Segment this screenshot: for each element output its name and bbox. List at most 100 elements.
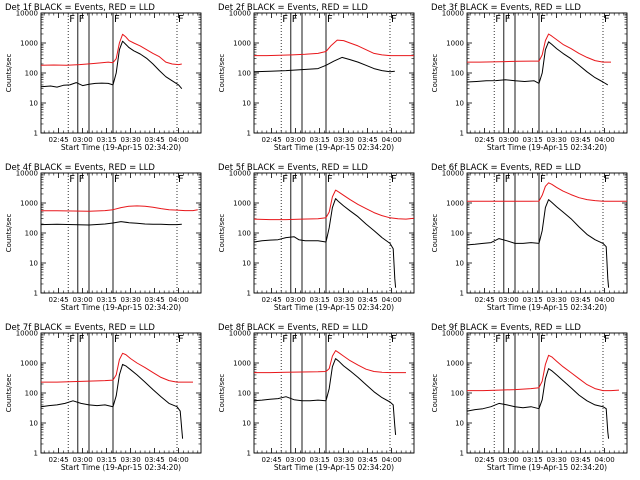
y-axis-label: Counts/sec [431,374,439,413]
marker-label: F [178,14,184,25]
x-axis-label: Start Time (19-Apr-15 02:34:20) [274,143,394,152]
marker-label: F [114,14,120,25]
chart-title: Det 4f BLACK = Events, RED = LLD [5,163,155,173]
x-tick-label: 03:30 [334,456,354,464]
x-tick-label: 03:00 [73,456,93,464]
x-tick-label: 02:45 [475,136,495,144]
series-line-lld [254,39,414,57]
x-tick-label: 03:45 [358,456,378,464]
x-tick-label: 02:45 [262,296,282,304]
chart-panel-5: Det 5f BLACK = Events, RED = LLD 1 10 100 10… [218,163,415,312]
marker-label: F [79,334,85,345]
marker-label: F [604,334,610,345]
y-tick-label: 1 [460,290,464,298]
y-tick-label: 1 [34,130,38,138]
x-tick-label: 03:00 [286,456,306,464]
x-tick-label: 04:00 [382,136,402,144]
marker-label: F [604,14,610,25]
x-tick-label: 03:30 [121,456,141,464]
marker-label: F [327,14,333,25]
x-axis-label: Start Time (19-Apr-15 02:34:20) [61,143,181,152]
y-tick-label: 10000 [16,170,38,178]
y-tick-label: 10 [29,100,38,108]
chart-panel-6: Det 6f BLACK = Events, RED = LLD 1 10 100 10… [431,163,628,312]
y-axis-label: Counts/sec [431,54,439,93]
marker-label: F [69,174,75,185]
y-tick-label: 1 [247,130,251,138]
series-line-events [40,40,183,90]
y-tick-label: 1000 [20,360,38,368]
y-tick-label: 1 [247,290,251,298]
y-tick-label: 1 [460,450,464,458]
y-tick-label: 1 [247,450,251,458]
marker-label: F [292,14,298,25]
y-tick-label: 10 [455,100,464,108]
x-tick-label: 03:30 [121,136,141,144]
x-tick-label: 03:15 [523,296,543,304]
y-tick-label: 1000 [20,200,38,208]
marker-label: F [292,174,298,185]
x-tick-label: 03:30 [334,136,354,144]
y-tick-label: 100 [238,70,251,78]
x-tick-label: 02:45 [475,456,495,464]
y-tick-label: 1000 [20,40,38,48]
x-tick-label: 03:30 [547,296,567,304]
y-axis-label: Counts/sec [218,214,226,253]
marker-label: F [495,174,501,185]
y-tick-label: 100 [451,70,464,78]
series-line-events [466,199,610,288]
x-tick-label: 03:15 [310,456,330,464]
y-tick-label: 10000 [442,170,464,178]
y-tick-label: 10000 [229,170,251,178]
series-line-lld [253,189,415,221]
chart-panel-7: Det 7f BLACK = Events, RED = LLD 1 10 100 10… [5,323,202,472]
chart-title: Det 1f BLACK = Events, RED = LLD [5,3,155,13]
chart-panel-1: Det 1f BLACK = Events, RED = LLD 1 10 100 10… [5,3,202,152]
x-tick-label: 03:30 [334,296,354,304]
chart-panel-3: Det 3f BLACK = Events, RED = LLD 1 10 100 10… [431,3,628,152]
y-tick-label: 1000 [233,200,251,208]
marker-label: F [282,334,288,345]
y-tick-label: 1000 [233,360,251,368]
y-tick-label: 100 [25,230,38,238]
x-tick-label: 03:45 [145,136,165,144]
y-tick-label: 10 [242,100,251,108]
marker-label: F [495,14,501,25]
x-axis-label: Start Time (19-Apr-15 02:34:20) [274,463,394,472]
series-line-lld [40,33,182,66]
x-tick-label: 04:00 [595,296,615,304]
x-tick-label: 04:00 [169,456,189,464]
x-tick-label: 02:45 [475,296,495,304]
y-tick-label: 10000 [229,10,251,18]
y-tick-label: 10000 [229,330,251,338]
marker-label: F [391,14,397,25]
chart-panel-2: Det 2f BLACK = Events, RED = LLD 1 10 100 10… [218,3,415,152]
x-tick-label: 03:15 [97,296,117,304]
y-axis-label: Counts/sec [431,214,439,253]
x-tick-label: 03:45 [571,456,591,464]
x-tick-label: 04:00 [169,136,189,144]
y-tick-label: 1 [460,130,464,138]
x-tick-label: 03:30 [547,456,567,464]
x-axis-label: Start Time (19-Apr-15 02:34:20) [61,463,181,472]
marker-label: F [178,174,184,185]
y-tick-label: 1 [34,450,38,458]
x-axis-label: Start Time (19-Apr-15 02:34:20) [61,303,181,312]
x-tick-label: 04:00 [382,296,402,304]
y-tick-label: 10000 [16,330,38,338]
marker-label: F [327,174,333,185]
x-tick-label: 03:00 [286,136,306,144]
marker-label: F [114,174,120,185]
y-axis-label: Counts/sec [5,214,13,253]
marker-label: F [282,14,288,25]
x-tick-label: 03:00 [499,456,519,464]
y-tick-label: 1 [34,290,38,298]
chart-title: Det 9f BLACK = Events, RED = LLD [431,323,581,333]
x-tick-label: 03:45 [145,456,165,464]
y-axis-label: Counts/sec [5,374,13,413]
x-tick-label: 04:00 [595,136,615,144]
marker-label: F [282,174,288,185]
series-line-lld [41,352,193,383]
marker-label: F [391,334,397,345]
x-tick-label: 03:45 [358,296,378,304]
